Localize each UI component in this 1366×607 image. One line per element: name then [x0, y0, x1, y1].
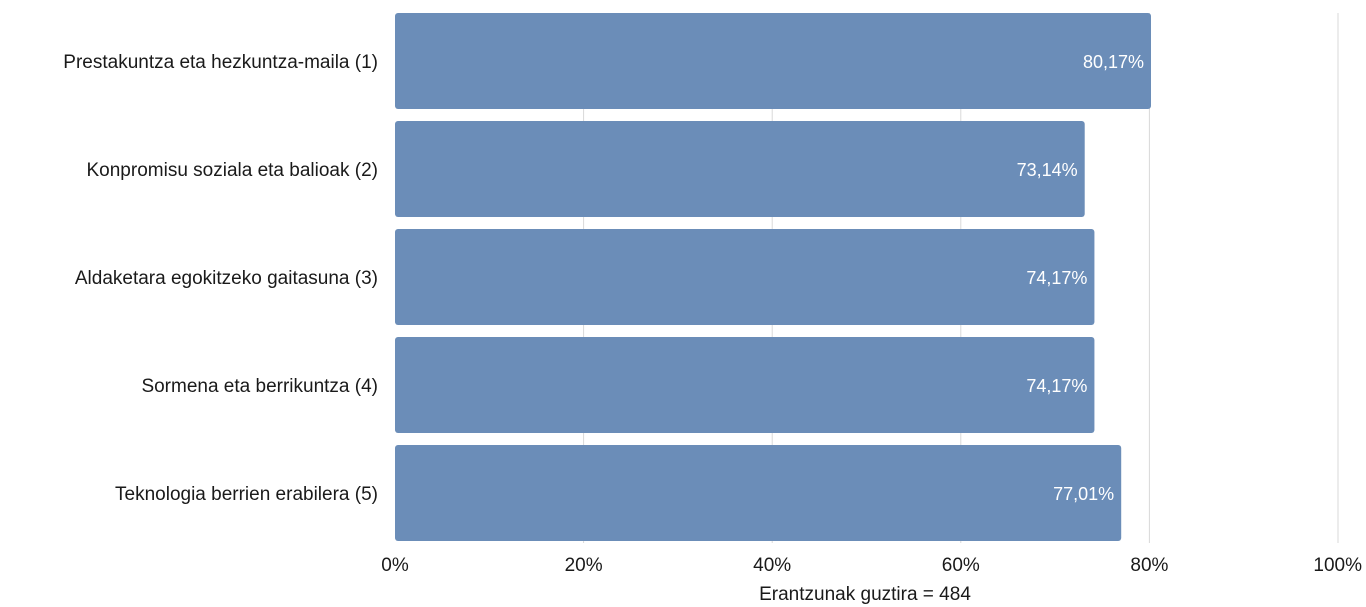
bar-value-label: 77,01%: [1053, 484, 1114, 504]
bar: [395, 445, 1122, 541]
x-tick-label: 60%: [942, 555, 980, 576]
bar-value-label: 73,14%: [1017, 160, 1078, 180]
category-label: Sormena eta berrikuntza (4): [141, 376, 378, 397]
x-tick-labels: 0% 20% 40% 60% 80% 100%: [381, 555, 1362, 576]
category-label: Aldaketara egokitzeko gaitasuna (3): [75, 268, 378, 289]
bar-value-label: 74,17%: [1026, 268, 1087, 288]
category-labels: Prestakuntza eta hezkuntza-maila (1) Konp…: [63, 52, 378, 505]
value-labels: 80,17% 73,14% 74,17% 74,17% 77,01%: [1017, 52, 1144, 504]
bar: [395, 229, 1095, 325]
x-tick-label: 40%: [753, 555, 791, 576]
bars: [395, 13, 1152, 541]
bar: [395, 337, 1095, 433]
category-label: Konpromisu soziala eta balioak (2): [87, 160, 379, 181]
bar: [395, 13, 1152, 109]
bar-value-label: 74,17%: [1026, 376, 1087, 396]
x-tick-label: 100%: [1313, 555, 1362, 576]
x-tick-label: 80%: [1130, 555, 1168, 576]
bar-value-label: 80,17%: [1083, 52, 1144, 72]
x-tick-label: 0%: [381, 555, 409, 576]
x-tick-label: 20%: [565, 555, 603, 576]
category-label: Prestakuntza eta hezkuntza-maila (1): [63, 52, 378, 73]
category-label: Teknologia berrien erabilera (5): [115, 484, 378, 505]
bar: [395, 121, 1085, 217]
x-axis-title: Erantzunak guztira = 484: [759, 584, 971, 605]
